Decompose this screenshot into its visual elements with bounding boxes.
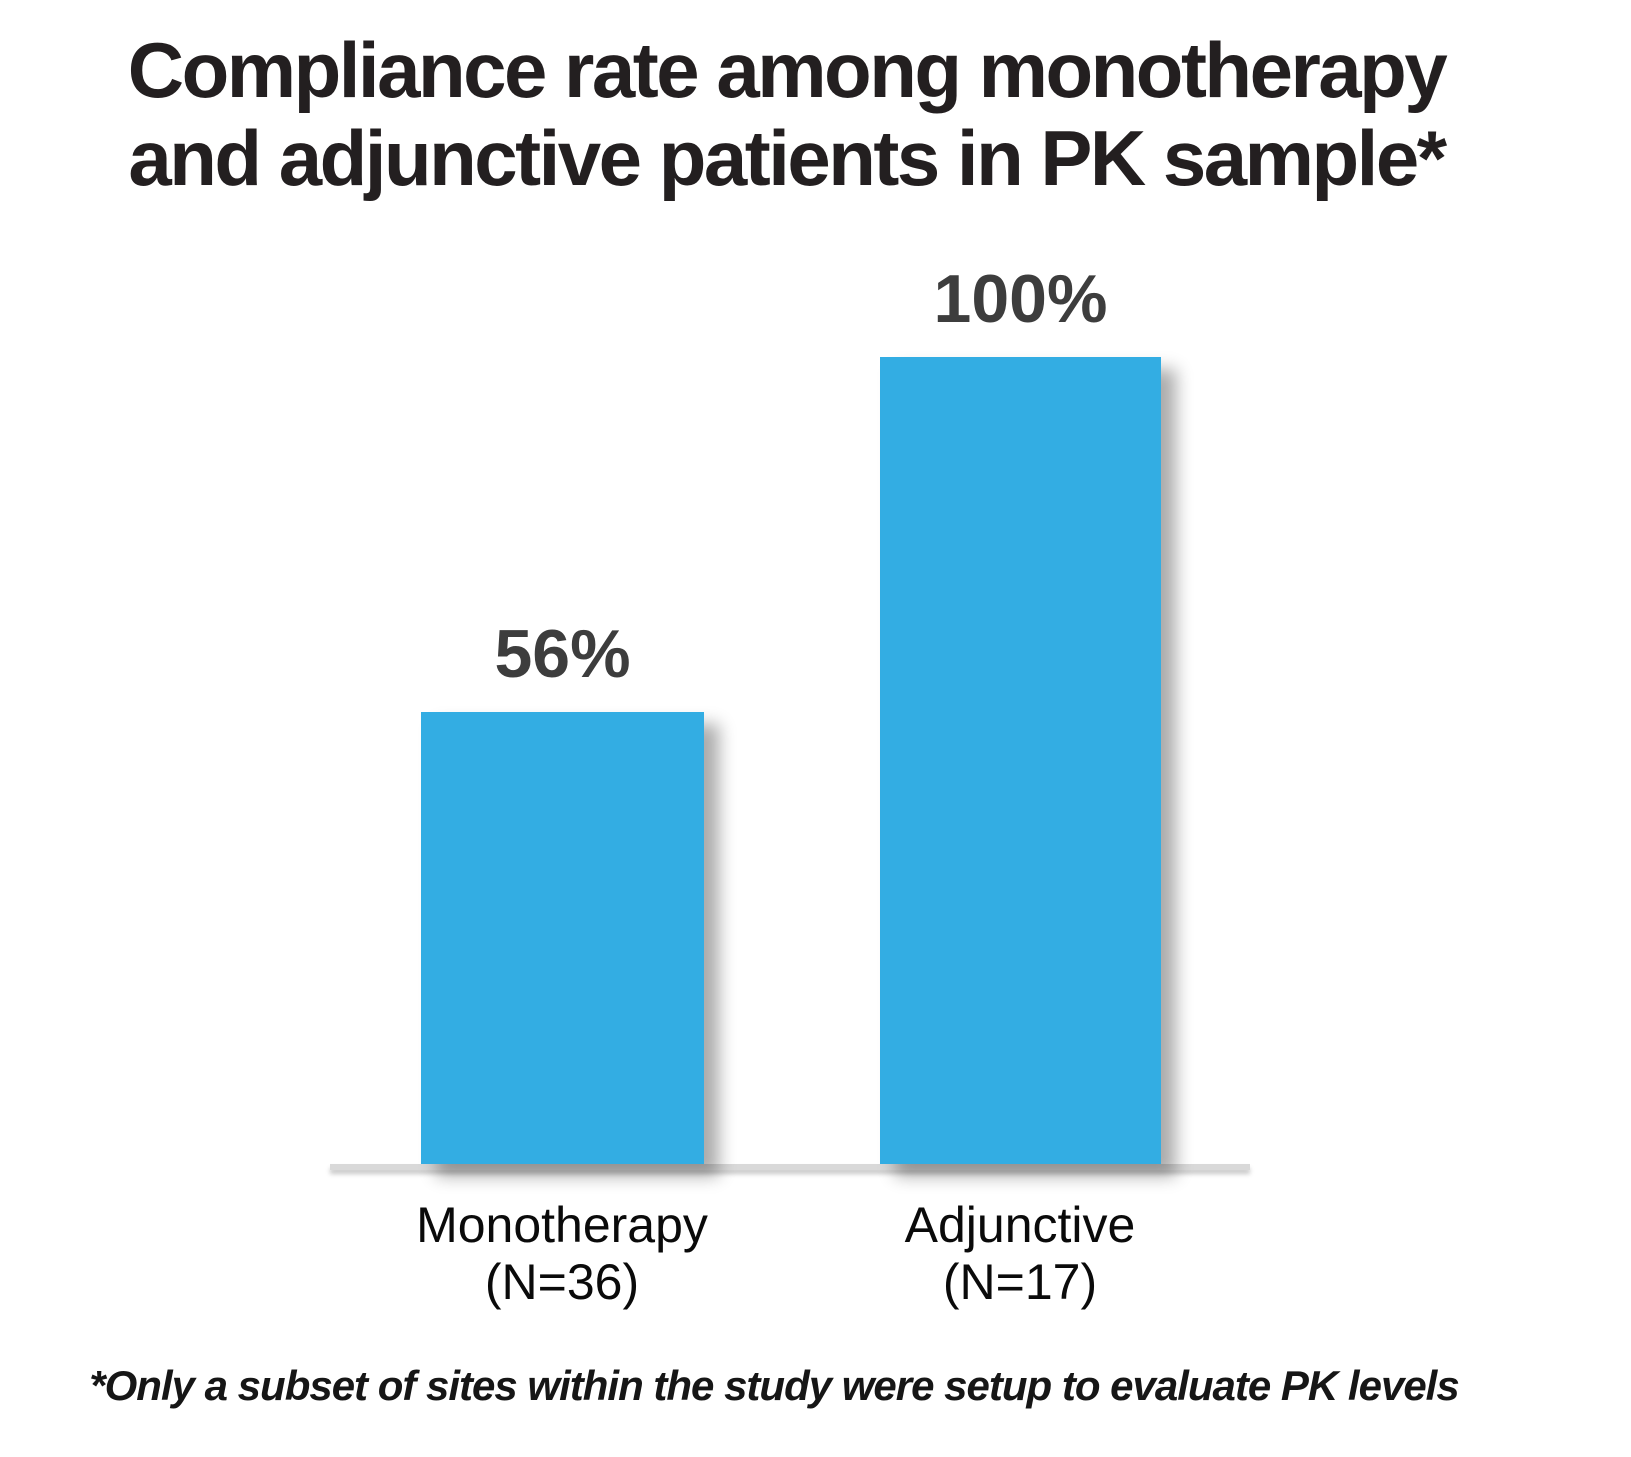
value-label-adjunctive: 100% xyxy=(933,261,1108,337)
bar-monotherapy xyxy=(421,712,704,1164)
category-n-monotherapy: (N=36) xyxy=(484,1254,640,1310)
chart-title: Compliance rate among monotherapy and ad… xyxy=(0,26,1573,202)
x-axis-line xyxy=(330,1164,1250,1170)
category-name-monotherapy: Monotherapy xyxy=(416,1197,708,1253)
category-label-monotherapy: Monotherapy (N=36) xyxy=(302,1197,822,1311)
bar-group-monotherapy: 56% xyxy=(421,620,704,1164)
value-label-monotherapy: 56% xyxy=(494,616,631,692)
footnote: *Only a subset of sites within the study… xyxy=(89,1362,1459,1409)
category-name-adjunctive: Adjunctive xyxy=(904,1197,1136,1253)
chart-title-line1: Compliance rate among monotherapy xyxy=(127,26,1448,114)
bar-group-adjunctive: 100% xyxy=(880,265,1161,1164)
bar-adjunctive xyxy=(880,357,1161,1164)
category-n-adjunctive: (N=17) xyxy=(942,1254,1098,1310)
chart-title-line2: and adjunctive patients in PK sample* xyxy=(128,114,1447,202)
category-label-adjunctive: Adjunctive (N=17) xyxy=(760,1197,1280,1311)
